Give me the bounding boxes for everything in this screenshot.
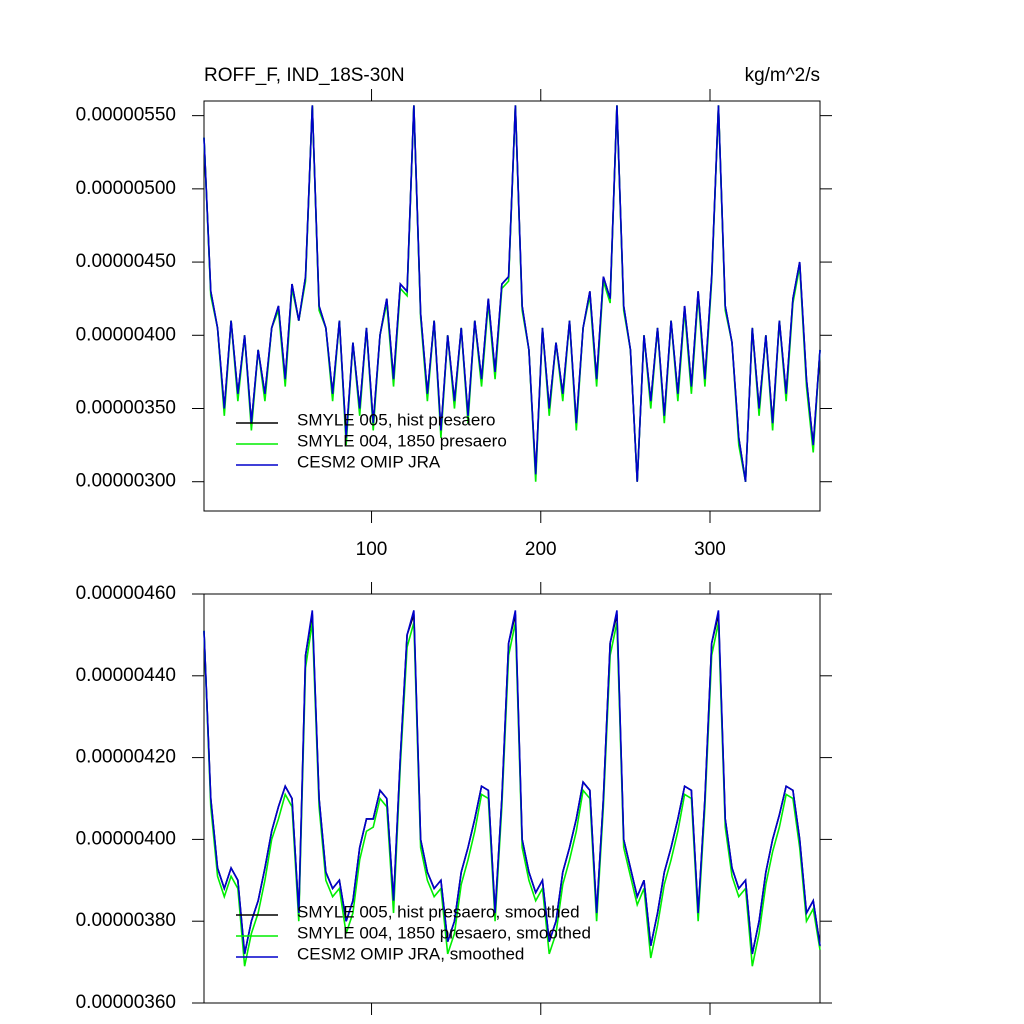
legend-label: SMYLE 004, 1850 presaero, smoothed [297, 923, 591, 942]
y-tick-label: 0.00000400 [76, 828, 176, 849]
legend-label: CESM2 OMIP JRA, smoothed [297, 944, 524, 963]
plot-frame [203, 593, 821, 1004]
x-tick-label: 200 [525, 539, 557, 560]
x-tick-label: 300 [694, 539, 726, 560]
units-label: kg/m^2/s [745, 65, 820, 86]
chart-title: ROFF_F, IND_18S-30N [204, 65, 405, 86]
y-tick-label: 0.00000440 [76, 665, 176, 686]
legend-label: SMYLE 005, hist presaero [297, 410, 495, 429]
y-tick-label: 0.00000350 [76, 398, 176, 419]
y-tick-label: 0.00000460 [76, 583, 176, 604]
y-tick-label: 0.00000300 [76, 471, 176, 492]
y-tick-label: 0.00000400 [76, 324, 176, 345]
legend-label: SMYLE 004, 1850 presaero [297, 431, 507, 450]
y-tick-label: 0.00000420 [76, 747, 176, 768]
y-tick-label: 0.00000550 [76, 105, 176, 126]
x-tick-label: 100 [356, 539, 388, 560]
series-line [203, 105, 821, 482]
y-tick-label: 0.00000360 [76, 992, 176, 1013]
y-tick-label: 0.00000380 [76, 910, 176, 931]
y-tick-label: 0.00000500 [76, 178, 176, 199]
y-tick-label: 0.00000450 [76, 251, 176, 272]
series-line [203, 622, 821, 967]
legend-label: SMYLE 005, hist presaero, smoothed [297, 902, 580, 921]
plot-frame [203, 100, 821, 512]
series-line [203, 610, 821, 955]
legend-label: CESM2 OMIP JRA [297, 452, 441, 471]
